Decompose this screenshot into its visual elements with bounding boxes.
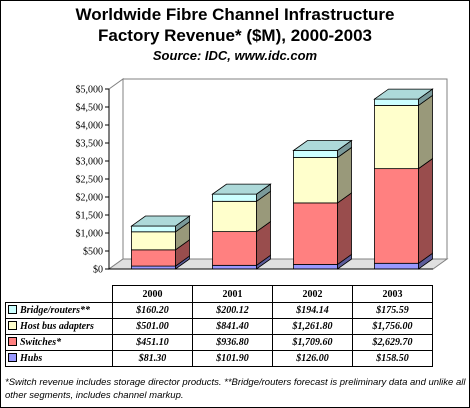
data-cell: $101.90 bbox=[192, 350, 273, 367]
year-header: 2002 bbox=[272, 285, 353, 303]
bar-side bbox=[337, 192, 352, 266]
bar-segment bbox=[212, 264, 257, 270]
bar-side bbox=[418, 157, 433, 265]
footnote: *Switch revenue includes storage directo… bbox=[5, 377, 466, 401]
chart-title-line2: Factory Revenue* ($M), 2000-2003 bbox=[97, 26, 373, 45]
y-tick-label: $3,500 bbox=[76, 139, 104, 150]
bar-top bbox=[292, 140, 353, 151]
data-cell: $194.14 bbox=[272, 302, 353, 319]
legend-swatch bbox=[8, 353, 17, 362]
data-cell: $841.40 bbox=[192, 318, 273, 335]
data-row-switches: Switches* $451.10 $936.80 $1,709.60 $2,6… bbox=[5, 334, 433, 351]
data-row-host-bus-adapters: Host bus adapters $501.00 $841.40 $1,261… bbox=[5, 318, 433, 335]
chart-source: Source: IDC, www.idc.com bbox=[152, 48, 318, 63]
bar-segment bbox=[374, 105, 419, 170]
bar-segment bbox=[212, 231, 257, 266]
legend-swatch bbox=[8, 337, 17, 346]
data-cell: $2,629.70 bbox=[352, 334, 433, 351]
bar-segment bbox=[212, 200, 257, 233]
bar-top bbox=[211, 183, 272, 195]
bar-segment bbox=[374, 98, 419, 106]
y-tick-label: $4,500 bbox=[76, 103, 104, 114]
y-tick-label: $500 bbox=[83, 247, 103, 258]
bar-segment bbox=[374, 262, 419, 270]
legend-entry: Switches* bbox=[5, 334, 113, 351]
legend-entry: Bridge/routers** bbox=[5, 302, 113, 319]
data-cell: $1,709.60 bbox=[272, 334, 353, 351]
data-table-corner bbox=[5, 285, 113, 303]
series-label: Host bus adapters bbox=[20, 321, 94, 332]
data-table: 2000 2001 2002 2003 Bridge/routers** $16… bbox=[5, 285, 433, 367]
legend-swatch bbox=[8, 305, 17, 314]
bar-top bbox=[373, 88, 434, 100]
y-tick-label: $5,000 bbox=[76, 85, 104, 96]
data-cell: $451.10 bbox=[112, 334, 193, 351]
bar-side bbox=[418, 94, 433, 170]
data-cell: $936.80 bbox=[192, 334, 273, 351]
legend-entry: Hubs bbox=[5, 350, 113, 367]
y-tick-label: $0 bbox=[93, 265, 103, 276]
bar-segment bbox=[293, 264, 338, 270]
chart-plot: $0 $500 $1,000 $1,500 $2,000 $2,500 $3,000 $3,5… bbox=[76, 78, 449, 276]
data-cell: $158.50 bbox=[352, 350, 433, 367]
series-label: Switches* bbox=[20, 337, 62, 348]
bar-segment bbox=[293, 150, 338, 158]
year-header: 2000 bbox=[112, 285, 193, 303]
data-cell: $1,261.80 bbox=[272, 318, 353, 335]
data-row-hubs: Hubs $81.30 $101.90 $126.00 $158.50 bbox=[5, 350, 433, 367]
bar-segment bbox=[293, 202, 338, 265]
year-header: 2001 bbox=[192, 285, 273, 303]
data-cell: $81.30 bbox=[112, 350, 193, 367]
bar-segment bbox=[293, 157, 338, 204]
series-label: Hubs bbox=[20, 353, 43, 364]
bar-top bbox=[130, 215, 191, 227]
data-table-header: 2000 2001 2002 2003 bbox=[5, 285, 433, 303]
data-cell: $175.59 bbox=[352, 302, 433, 319]
data-cell: $1,756.00 bbox=[352, 318, 433, 335]
legend-swatch bbox=[8, 321, 17, 330]
data-cell: $126.00 bbox=[272, 350, 353, 367]
y-tick-label: $1,500 bbox=[76, 211, 104, 222]
data-row-bridge-routers: Bridge/routers** $160.20 $200.12 $194.14… bbox=[5, 302, 433, 319]
bar-segment bbox=[212, 193, 257, 202]
y-tick-label: $1,000 bbox=[76, 229, 104, 240]
legend-entry: Host bus adapters bbox=[5, 318, 113, 335]
data-cell: $160.20 bbox=[112, 302, 193, 319]
data-cell: $501.00 bbox=[112, 318, 193, 335]
bar-segment bbox=[131, 249, 176, 267]
y-tick-label: $3,000 bbox=[76, 157, 104, 168]
y-tick-label: $4,000 bbox=[76, 121, 104, 132]
y-tick-label: $2,000 bbox=[76, 193, 104, 204]
data-cell: $200.12 bbox=[192, 302, 273, 319]
series-label: Bridge/routers** bbox=[20, 305, 91, 316]
side-wall bbox=[108, 78, 124, 270]
bar-segment bbox=[131, 225, 176, 233]
year-header: 2003 bbox=[352, 285, 433, 303]
bar-segment bbox=[374, 168, 419, 264]
bar-segment bbox=[131, 231, 176, 251]
chart-title-line1: Worldwide Fibre Channel Infrastructure bbox=[75, 5, 395, 24]
y-tick-label: $2,500 bbox=[76, 175, 104, 186]
